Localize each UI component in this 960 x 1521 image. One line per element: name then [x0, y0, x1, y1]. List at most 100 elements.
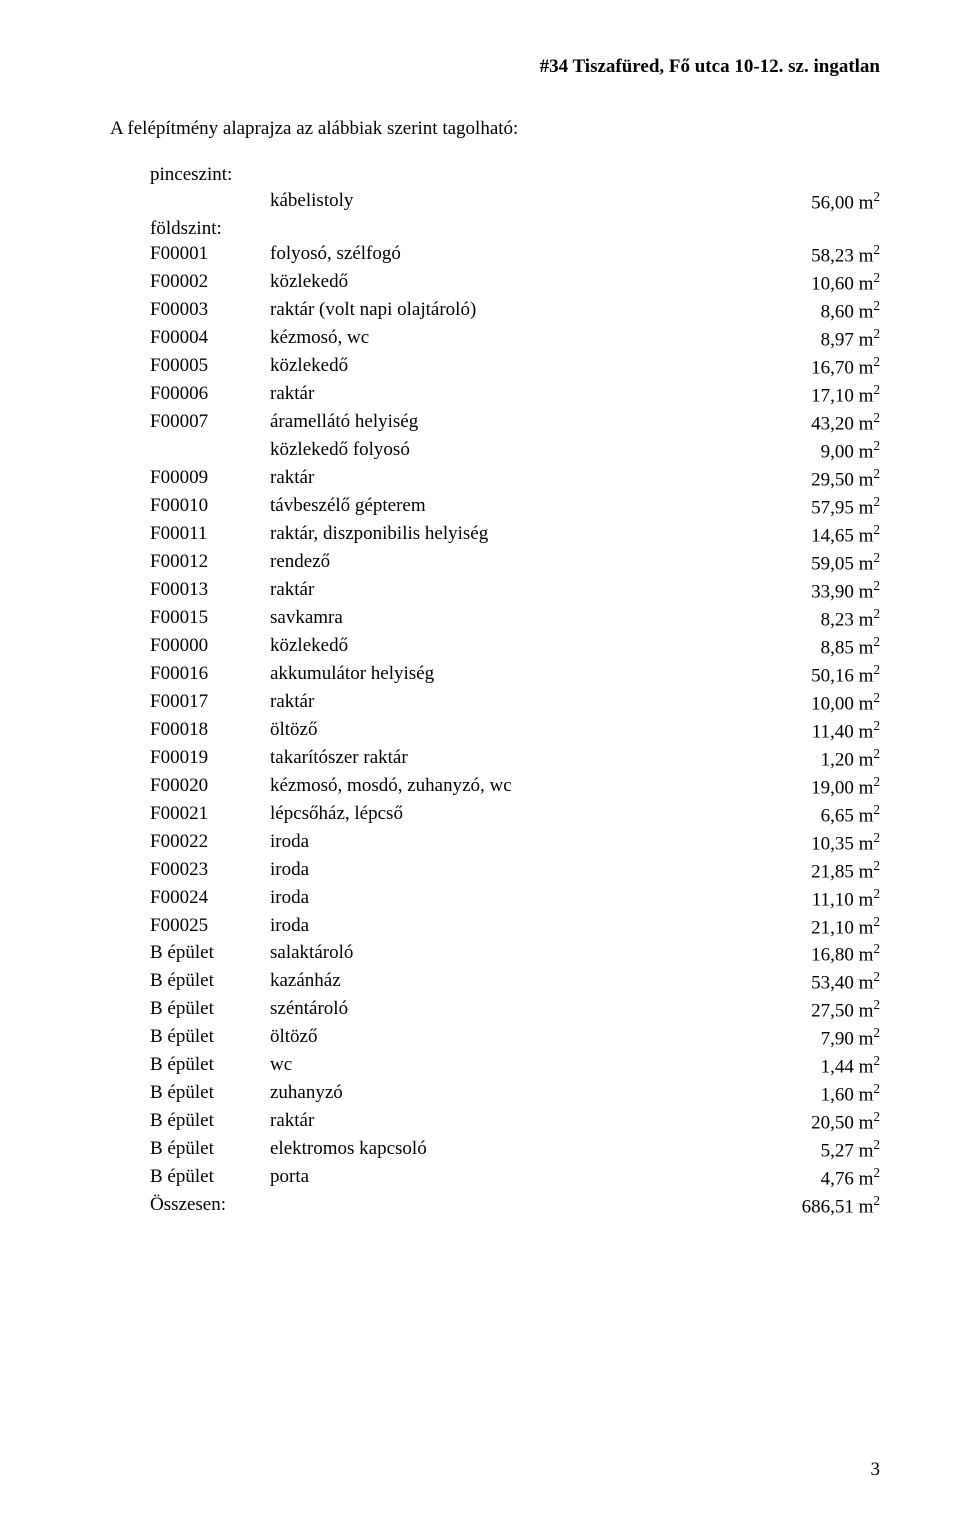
row-desc: wc: [270, 1052, 750, 1080]
row-value: 9,00 m2: [750, 437, 880, 465]
row-code: F00019: [110, 745, 270, 773]
table-row: B épületwc1,44 m2: [110, 1052, 880, 1080]
page-number: 3: [871, 1459, 881, 1481]
row-desc: iroda: [270, 857, 750, 885]
row-value: 33,90 m2: [750, 577, 880, 605]
row-value: 8,85 m2: [750, 633, 880, 661]
row-code: F00000: [110, 633, 270, 661]
row-value: 19,00 m2: [750, 773, 880, 801]
row-code: F00020: [110, 773, 270, 801]
row-value: 1,20 m2: [750, 745, 880, 773]
row-code: F00010: [110, 493, 270, 521]
row-desc: raktár (volt napi olajtároló): [270, 297, 750, 325]
row-value: 5,27 m2: [750, 1136, 880, 1164]
table-row: F00018öltöző11,40 m2: [110, 717, 880, 745]
table-row: F00002közlekedő10,60 m2: [110, 269, 880, 297]
row-desc: takarítószer raktár: [270, 745, 750, 773]
total-row: Összesen: 686,51 m2: [110, 1192, 880, 1220]
table-row: B épületszéntároló27,50 m2: [110, 996, 880, 1024]
row-desc: iroda: [270, 885, 750, 913]
row-desc: kazánház: [270, 968, 750, 996]
table-row: F00017raktár10,00 m2: [110, 689, 880, 717]
row-code: F00006: [110, 381, 270, 409]
row-code: F00016: [110, 661, 270, 689]
table-row: B épületkazánház53,40 m2: [110, 968, 880, 996]
table-row: F00009raktár29,50 m2: [110, 465, 880, 493]
row-code: F00018: [110, 717, 270, 745]
row-desc: széntároló: [270, 996, 750, 1024]
row-desc: salaktároló: [270, 940, 750, 968]
row-desc: raktár, diszponibilis helyiség: [270, 521, 750, 549]
row-desc: közlekedő folyosó: [270, 437, 750, 465]
table-row: B épületporta4,76 m2: [110, 1164, 880, 1192]
row-value: 1,60 m2: [750, 1080, 880, 1108]
table-row: F00015savkamra8,23 m2: [110, 605, 880, 633]
row-value: 29,50 m2: [750, 465, 880, 493]
row-value: 6,65 m2: [750, 801, 880, 829]
table-row: F00023iroda21,85 m2: [110, 857, 880, 885]
row-value: 10,60 m2: [750, 269, 880, 297]
table-row: F00020kézmosó, mosdó, zuhanyzó, wc19,00 …: [110, 773, 880, 801]
row-desc: áramellátó helyiség: [270, 409, 750, 437]
row-code: F00012: [110, 549, 270, 577]
row-value: 10,35 m2: [750, 829, 880, 857]
table-row: F00001folyosó, szélfogó58,23 m2: [110, 241, 880, 269]
row-desc: savkamra: [270, 605, 750, 633]
table-row: F00007áramellátó helyiség43,20 m2: [110, 409, 880, 437]
row-value: 7,90 m2: [750, 1024, 880, 1052]
row-value: 8,97 m2: [750, 325, 880, 353]
row-code: F00024: [110, 885, 270, 913]
row-value: 27,50 m2: [750, 996, 880, 1024]
intro-text: A felépítmény alaprajza az alábbiak szer…: [110, 118, 880, 140]
section1-label: pinceszint:: [110, 162, 880, 188]
row-value: 43,20 m2: [750, 409, 880, 437]
row-code: F00025: [110, 913, 270, 941]
table-row: F00019takarítószer raktár1,20 m2: [110, 745, 880, 773]
table-row: B épületsalaktároló16,80 m2: [110, 940, 880, 968]
row-value: 17,10 m2: [750, 381, 880, 409]
row-value: 58,23 m2: [750, 241, 880, 269]
table-row: F00004kézmosó, wc8,97 m2: [110, 325, 880, 353]
row-code: F00003: [110, 297, 270, 325]
row-value: 1,44 m2: [750, 1052, 880, 1080]
row-desc: zuhanyzó: [270, 1080, 750, 1108]
table-row: F00006raktár17,10 m2: [110, 381, 880, 409]
row-code: F00004: [110, 325, 270, 353]
row-desc: iroda: [270, 913, 750, 941]
row-value: 57,95 m2: [750, 493, 880, 521]
row-desc: raktár: [270, 1108, 750, 1136]
row-desc: raktár: [270, 465, 750, 493]
row-value: 21,85 m2: [750, 857, 880, 885]
row-desc: raktár: [270, 689, 750, 717]
row-code: F00009: [110, 465, 270, 493]
row-code: B épület: [110, 1164, 270, 1192]
row-code: B épület: [110, 968, 270, 996]
row-code: [110, 188, 270, 216]
row-value: 11,10 m2: [750, 885, 880, 913]
row-code: F00015: [110, 605, 270, 633]
table-row: F00021lépcsőház, lépcső6,65 m2: [110, 801, 880, 829]
table-row: F00012rendező59,05 m2: [110, 549, 880, 577]
row-code: F00021: [110, 801, 270, 829]
row-value: 53,40 m2: [750, 968, 880, 996]
row-desc: iroda: [270, 829, 750, 857]
row-desc: kézmosó, wc: [270, 325, 750, 353]
row-value: 8,60 m2: [750, 297, 880, 325]
table-row: F00010távbeszélő gépterem57,95 m2: [110, 493, 880, 521]
row-value: 11,40 m2: [750, 717, 880, 745]
row-desc: rendező: [270, 549, 750, 577]
row-code: B épület: [110, 1052, 270, 1080]
table-row: F00011raktár, diszponibilis helyiség14,6…: [110, 521, 880, 549]
row-code: B épület: [110, 1108, 270, 1136]
row-desc: porta: [270, 1164, 750, 1192]
total-code: Összesen:: [110, 1192, 270, 1220]
table-row: F00003raktár (volt napi olajtároló)8,60 …: [110, 297, 880, 325]
row-code: B épület: [110, 996, 270, 1024]
row-desc: raktár: [270, 577, 750, 605]
total-val: 686,51 m2: [750, 1192, 880, 1220]
row-desc: közlekedő: [270, 633, 750, 661]
row-desc: öltöző: [270, 1024, 750, 1052]
row-code: F00017: [110, 689, 270, 717]
table-row: F00013raktár33,90 m2: [110, 577, 880, 605]
row-code: F00002: [110, 269, 270, 297]
